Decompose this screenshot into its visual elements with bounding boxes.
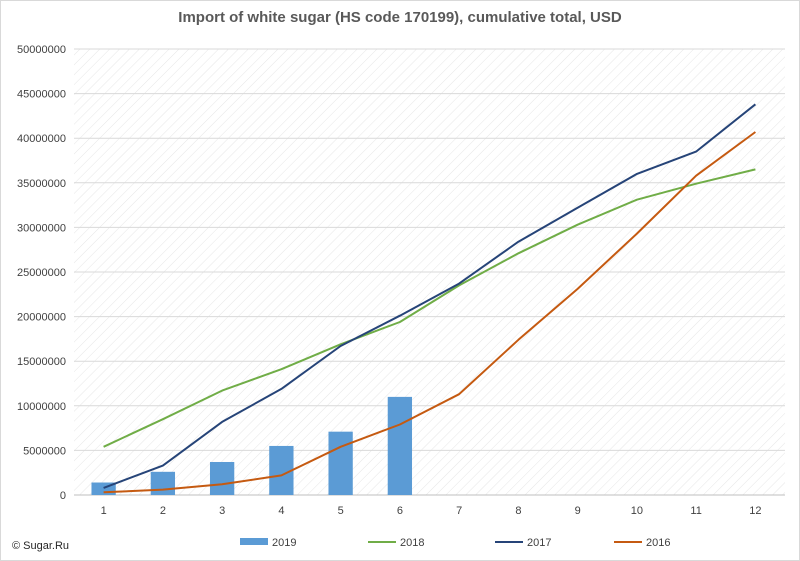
y-tick-label: 5000000 [23, 445, 66, 457]
y-tick-label: 25000000 [17, 267, 66, 279]
legend-label-2017: 2017 [527, 537, 551, 549]
x-tick-label: 6 [397, 505, 403, 517]
x-tick-label: 9 [575, 505, 581, 517]
series-line-2016 [103, 131, 756, 494]
y-tick-label: 45000000 [17, 89, 66, 101]
y-tick-label: 20000000 [17, 312, 66, 324]
x-tick-label: 11 [690, 505, 701, 517]
x-tick-label: 3 [219, 505, 225, 517]
x-tick-label: 2 [160, 505, 166, 517]
bar-2019 [150, 471, 176, 495]
x-tick-label: 7 [456, 505, 462, 517]
y-tick-label: 50000000 [17, 44, 66, 56]
y-tick-label: 10000000 [17, 401, 66, 413]
bar-2019 [328, 431, 353, 495]
legend-swatch-2019 [240, 538, 268, 545]
legend-label-2018: 2018 [400, 537, 424, 549]
x-tick-label: 4 [278, 505, 284, 517]
x-tick-label: 5 [338, 505, 344, 517]
legend-label-2016: 2016 [646, 537, 670, 549]
x-tick-label: 12 [749, 505, 761, 517]
bar-2019 [209, 461, 235, 495]
y-tick-label: 0 [60, 490, 66, 502]
y-tick-label: 30000000 [17, 222, 66, 234]
y-tick-label: 35000000 [17, 178, 66, 190]
bar-2019 [387, 396, 413, 495]
x-tick-label: 1 [101, 505, 107, 517]
series-line-2018 [103, 168, 756, 448]
series-line-2017 [103, 103, 757, 489]
chart-title: Import of white sugar (HS code 170199), … [178, 9, 622, 26]
x-tick-label: 10 [631, 505, 643, 517]
credit-text: © Sugar.Ru [12, 540, 70, 552]
legend-label-2019: 2019 [272, 537, 296, 549]
y-tick-label: 15000000 [17, 356, 66, 368]
y-tick-label: 40000000 [17, 133, 66, 145]
x-tick-label: 8 [515, 505, 521, 517]
